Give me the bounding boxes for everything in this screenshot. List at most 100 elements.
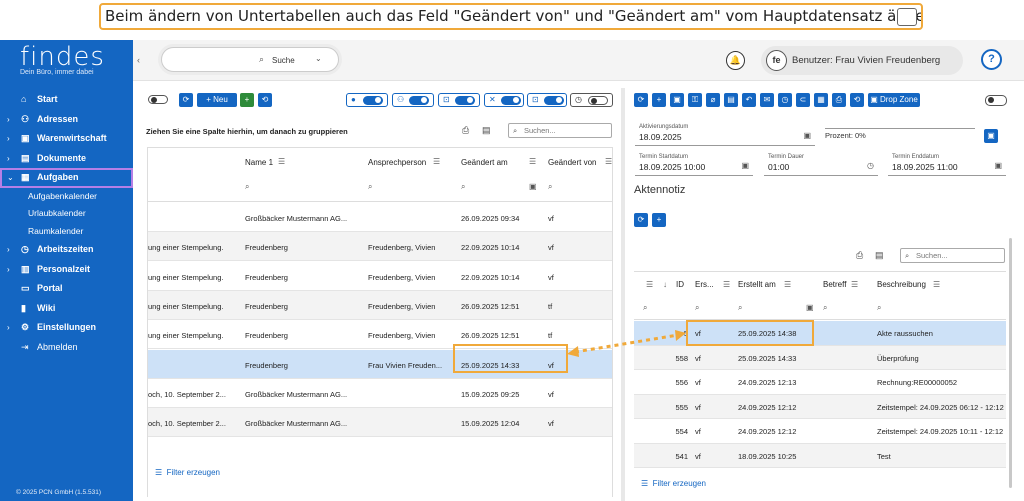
sidebar-item-personalzeit[interactable]: › ▥ Personalzeit (0, 260, 133, 280)
search-icon[interactable]: ⌕ (695, 303, 700, 312)
refresh-button[interactable]: ⟳ (634, 93, 648, 107)
filter-timer-toggle[interactable]: ◷ (570, 93, 613, 107)
column-header[interactable]: Erstellt am (738, 280, 776, 289)
column-header[interactable]: Geändert von (548, 158, 597, 167)
prozent-slider[interactable] (825, 128, 975, 129)
link-icon[interactable]: ⊂ (796, 93, 810, 107)
sidebar-item-arbeitszeiten[interactable]: › ◷ Arbeitszeiten (0, 240, 133, 260)
add-green-button[interactable]: + (240, 93, 254, 107)
document-icon[interactable]: ▤ (724, 93, 738, 107)
filter-icon[interactable]: ☰ (433, 157, 441, 166)
filter-icon[interactable]: ☰ (851, 280, 859, 289)
table-row[interactable]: och, 10. September 2... Großbäcker Muster… (148, 379, 612, 408)
key-icon[interactable]: ⚿ (688, 93, 702, 107)
sort-down-icon[interactable]: ↓ (663, 280, 667, 289)
panel-splitter[interactable] (621, 88, 625, 501)
bell-icon[interactable]: 🔔 (726, 51, 745, 70)
filter-group-toggle[interactable]: ⚇ (392, 93, 434, 107)
calendar-icon[interactable]: ▣ (994, 161, 1002, 170)
search-icon[interactable]: ⌕ (877, 303, 882, 312)
clock-icon[interactable]: ◷ (867, 161, 874, 170)
toggle-switch[interactable] (501, 95, 521, 105)
filter-tools-toggle[interactable]: ✕ (484, 93, 524, 107)
export-icon[interactable]: ▤ (482, 125, 491, 135)
refresh-button[interactable]: ⟳ (179, 93, 193, 107)
filter-icon[interactable]: ☰ (529, 157, 537, 166)
sidebar-item-wiki[interactable]: ▮ Wiki (0, 299, 133, 319)
sidebar-subitem-aufgabenkalender[interactable]: Aufgabenkalender (28, 190, 98, 201)
toggle-switch[interactable] (363, 95, 383, 105)
filter-create-link[interactable]: ☰ Filter erzeugen (641, 479, 706, 488)
calendar-icon[interactable]: ▣ (803, 131, 811, 140)
column-header[interactable]: Ansprechperson (368, 158, 427, 167)
sidebar-item-adressen[interactable]: › ⚇ Adressen (0, 110, 133, 130)
search-icon[interactable]: ⌕ (548, 182, 553, 191)
search-icon[interactable]: ⌕ (245, 182, 250, 191)
add-button[interactable]: + (652, 213, 666, 227)
note-search-input[interactable]: ⌕ Suchen... (900, 248, 1005, 263)
termin-start-field[interactable]: Termin Startdatum 18.09.2025 10:00 ▣ (635, 154, 753, 176)
toggle-switch[interactable] (544, 95, 564, 105)
timer-icon[interactable]: ◷ (778, 93, 792, 107)
banner-checkbox[interactable] (897, 8, 917, 26)
column-header[interactable]: ID (676, 280, 684, 289)
briefcase-icon[interactable]: ▣ (984, 129, 998, 143)
search-icon[interactable]: ⌕ (738, 303, 743, 312)
table-row[interactable]: 556 vf 24.09.2025 12:13 Rechnung:RE00000052 (634, 370, 1006, 395)
table-row[interactable]: 5 vf 25.09.2025 14:38 Akte raussuchen (634, 321, 1006, 346)
termin-dauer-field[interactable]: Termin Dauer 01:00 ◷ (764, 154, 878, 176)
drop-zone-button[interactable]: ▣ Drop Zone (868, 93, 920, 107)
history-button[interactable]: ⟲ (258, 93, 272, 107)
list-icon[interactable]: ▦ (814, 93, 828, 107)
refresh-button[interactable]: ⟳ (634, 213, 648, 227)
add-button[interactable]: + (652, 93, 666, 107)
filter-icon[interactable]: ☰ (605, 157, 613, 166)
search-icon[interactable]: ⌕ (823, 303, 828, 312)
sidebar-item-einstellungen[interactable]: › ⚙ Einstellungen (0, 318, 133, 338)
help-icon[interactable]: ? (981, 49, 1002, 70)
toggle-switch[interactable] (455, 95, 475, 105)
toggle-switch[interactable] (148, 95, 168, 104)
search-icon[interactable]: ⌕ (368, 182, 373, 191)
print-icon[interactable]: ⎙ (462, 125, 470, 135)
print-icon[interactable]: ⎙ (856, 250, 864, 260)
new-button[interactable]: + Neu (197, 93, 237, 107)
sidebar-item-portal[interactable]: ▭ Portal (0, 279, 133, 299)
history-icon[interactable]: ⟲ (850, 93, 864, 107)
export-icon[interactable]: ▤ (875, 250, 884, 260)
aktivierungsdatum-field[interactable]: Aktivierungsdatum 18.09.2025 ▣ (635, 124, 815, 146)
toggle-switch[interactable] (985, 95, 1007, 106)
filter-create-link[interactable]: ☰ Filter erzeugen (155, 468, 220, 477)
reply-icon[interactable]: ↶ (742, 93, 756, 107)
calendar-icon[interactable]: ▣ (806, 303, 814, 312)
filter-lock-toggle[interactable]: ⊡ (438, 93, 480, 107)
grid-search-input[interactable]: ⌕ Suchen... (508, 123, 612, 138)
filter-icon[interactable]: ☰ (784, 280, 792, 289)
table-row[interactable]: ung einer Stempelung. Freudenberg Freudenb… (148, 232, 612, 262)
mail-icon[interactable]: ✉ (760, 93, 774, 107)
termin-ende-field[interactable]: Termin Enddatum 18.09.2025 11:00 ▣ (888, 154, 1006, 176)
filter-lock2-toggle[interactable]: ⊡ (527, 93, 567, 107)
filter-icon[interactable]: ☰ (723, 280, 731, 289)
search-icon[interactable]: ⌕ (643, 303, 648, 312)
filter-person-toggle[interactable]: ● (346, 93, 388, 107)
sidebar-item-warenwirtschaft[interactable]: › ▣ Warenwirtschaft (0, 129, 133, 149)
calendar-icon[interactable]: ▣ (741, 161, 749, 170)
sidebar-item-start[interactable]: ⌂ Start (0, 90, 133, 110)
table-row[interactable]: ung einer Stempelung. Freudenberg Freudenb… (148, 320, 612, 350)
table-row[interactable]: 558 vf 25.09.2025 14:33 Überprüfung (634, 345, 1006, 370)
toggle-switch[interactable] (588, 95, 608, 105)
column-header[interactable]: Ers... (695, 280, 714, 289)
column-header[interactable]: Betreff (823, 280, 847, 289)
search-icon[interactable]: ⌕ (461, 182, 466, 191)
table-row[interactable]: 541 vf 18.09.2025 10:25 Test (634, 443, 1006, 468)
table-row[interactable]: och, 10. September 2... Großbäcker Muster… (148, 408, 612, 438)
print-icon[interactable]: ⎙ (832, 93, 846, 107)
table-row[interactable]: ung einer Stempelung. Freudenberg Freudenb… (148, 262, 612, 291)
table-row[interactable]: 555 vf 24.09.2025 12:12 Zeitstempel: 24.09.… (634, 394, 1006, 419)
column-header[interactable]: Geändert am (461, 158, 508, 167)
table-row[interactable]: Freudenberg Frau Vivien Freuden... 25.09.2… (148, 349, 612, 379)
sidebar-subitem-urlaubkalender[interactable]: Urlaubkalender (28, 208, 86, 218)
attach-icon[interactable]: ⌀ (706, 93, 720, 107)
table-row[interactable]: Großbäcker Mustermann AG... 26.09.2025 09… (148, 203, 612, 232)
